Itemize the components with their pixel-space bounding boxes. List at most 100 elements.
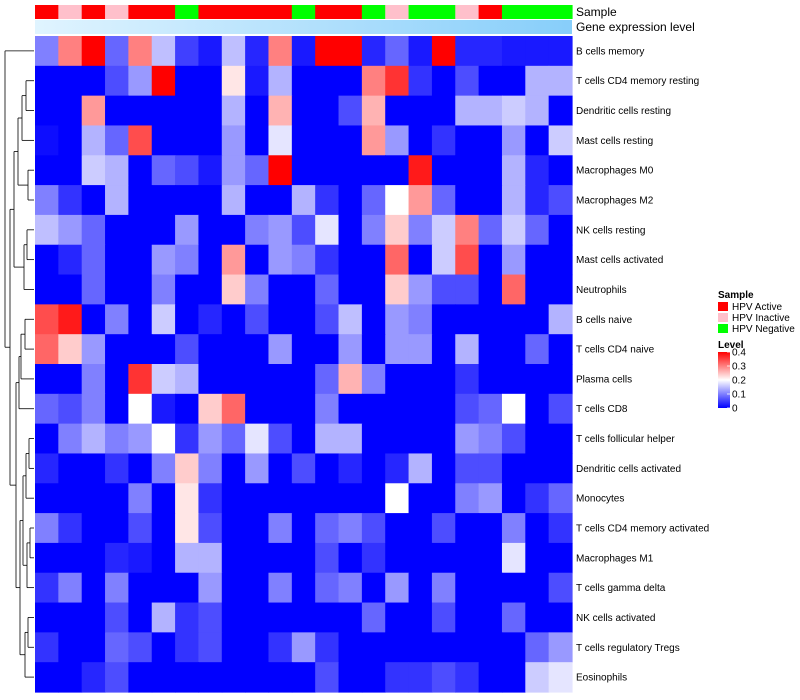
heatmap-cell (501, 214, 526, 246)
heatmap-cell (268, 274, 293, 305)
heatmap-cell (105, 95, 129, 127)
heatmap-cell (501, 662, 526, 693)
legend-level-tick-label: 0.4 (732, 348, 746, 359)
heatmap-cell (361, 483, 386, 514)
heatmap-cell (245, 185, 270, 216)
heatmap-cell (268, 483, 293, 514)
heatmap-cell (175, 244, 200, 276)
heatmap-cell (408, 423, 433, 455)
heatmap-cell (58, 214, 83, 246)
heatmap-cell (548, 572, 573, 604)
heatmap-cell (408, 572, 433, 604)
heatmap-cell (58, 364, 83, 395)
heatmap-cell (128, 244, 153, 276)
heatmap-cell (151, 244, 176, 276)
heatmap-cell (408, 483, 433, 514)
heatmap-cell (81, 155, 106, 186)
heatmap-cell (198, 662, 223, 693)
gene-expression-annotation-cell (35, 20, 572, 34)
heatmap-cell (198, 36, 223, 67)
heatmap-cell (501, 393, 526, 425)
heatmap-cell (455, 334, 480, 365)
heatmap-cell (501, 244, 526, 276)
heatmap-cell (315, 513, 340, 544)
heatmap-cell (478, 304, 503, 335)
heatmap-cell (58, 453, 83, 484)
heatmap-cell (338, 125, 363, 156)
heatmap-cell (548, 95, 573, 127)
heatmap-cell (245, 513, 270, 544)
heatmap-cell (291, 453, 316, 484)
heatmap-cell (361, 542, 386, 574)
heatmap-cell (151, 364, 176, 395)
heatmap-cell (198, 513, 223, 544)
heatmap-cell (245, 244, 270, 276)
heatmap-cell (105, 155, 129, 186)
heatmap-cell (175, 155, 200, 186)
heatmap-cell (455, 572, 480, 604)
heatmap-cell (35, 36, 59, 67)
heatmap-cell (175, 423, 200, 455)
legend-level-tick-label: 0 (732, 404, 738, 415)
heatmap-cell (35, 95, 59, 127)
row-label: B cells naive (576, 315, 633, 326)
heatmap-cell (501, 602, 526, 633)
heatmap-cell (548, 274, 573, 305)
heatmap-cell (501, 304, 526, 335)
heatmap-cell (291, 304, 316, 335)
heatmap-cell (128, 453, 153, 484)
heatmap-cell (431, 364, 456, 395)
heatmap-cell (525, 632, 550, 663)
heatmap-cell (338, 453, 363, 484)
row-label: T cells CD4 naive (576, 345, 655, 356)
heatmap-cell (455, 274, 480, 305)
heatmap-cell (58, 334, 83, 365)
heatmap-cell (431, 393, 456, 425)
heatmap-cell (105, 453, 129, 484)
heatmap-cell (315, 632, 340, 663)
heatmap-cell (198, 483, 223, 514)
heatmap-cell (361, 513, 386, 544)
heatmap-cell (385, 453, 410, 484)
heatmap-cell (221, 572, 246, 604)
heatmap-cell (525, 155, 550, 186)
row-label: Mast cells resting (576, 136, 653, 147)
heatmap-cell (175, 632, 200, 663)
heatmap-cell (385, 244, 410, 276)
heatmap-cell (151, 483, 176, 514)
heatmap-cell (385, 632, 410, 663)
heatmap-cell (128, 65, 153, 97)
heatmap-cell (478, 632, 503, 663)
heatmap-cell (268, 632, 293, 663)
heatmap-cell (151, 185, 176, 216)
heatmap-cell (268, 364, 293, 395)
heatmap-cell (338, 274, 363, 305)
heatmap-cell (198, 155, 223, 186)
heatmap-cell (338, 632, 363, 663)
heatmap-cell (548, 125, 573, 156)
heatmap-cell (268, 423, 293, 455)
heatmap-cell (81, 95, 106, 127)
row-label: Eosinophils (576, 673, 627, 684)
heatmap-cell (35, 572, 59, 604)
heatmap-cell (245, 36, 270, 67)
heatmap-cell (501, 95, 526, 127)
heatmap-cell (291, 542, 316, 574)
legend-sample-swatch (718, 302, 728, 311)
heatmap-cell (175, 662, 200, 693)
heatmap-cell (58, 393, 83, 425)
heatmap-cell (548, 393, 573, 425)
heatmap-cell (245, 95, 270, 127)
heatmap-cell (291, 572, 316, 604)
heatmap-cell (198, 214, 223, 246)
heatmap-cell (361, 364, 386, 395)
heatmap-cell (361, 662, 386, 693)
heatmap-cell (408, 662, 433, 693)
heatmap-cell (455, 393, 480, 425)
heatmap-cell (245, 334, 270, 365)
heatmap-cell (151, 155, 176, 186)
heatmap-cell (105, 334, 129, 365)
heatmap-cell (361, 244, 386, 276)
heatmap-cell (408, 274, 433, 305)
legend-sample-label: HPV Negative (732, 324, 795, 335)
